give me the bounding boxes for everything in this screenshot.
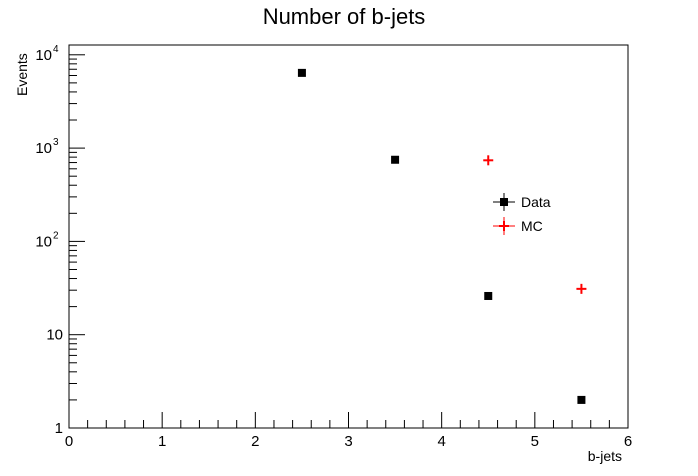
plot-frame <box>68 44 629 429</box>
x-tick-label: 4 <box>437 433 445 450</box>
x-axis-title: b-jets <box>588 448 622 464</box>
y-tick-label: 10 <box>35 233 52 250</box>
chart-title: Number of b-jets <box>263 4 426 29</box>
data-point <box>297 68 306 77</box>
x-tick-label: 0 <box>65 433 73 450</box>
x-tick-label: 1 <box>158 433 166 450</box>
legend-marker-mc <box>499 221 509 231</box>
mc-point <box>576 283 587 294</box>
mc-point <box>483 155 494 166</box>
legend-marker-data <box>500 198 508 206</box>
y-axis-title: Events <box>14 53 30 96</box>
data-point <box>577 395 586 404</box>
y-tick-label: 10 <box>35 140 52 157</box>
y-tick-label: 1 <box>55 420 63 437</box>
x-axis: 0 1 2 3 4 5 6 <box>65 412 632 450</box>
x-tick-label: 6 <box>624 433 632 450</box>
x-tick-label: 2 <box>251 433 259 450</box>
y-tick-exponent: 4 <box>53 44 59 55</box>
y-tick-label: 10 <box>35 47 52 64</box>
legend-entry-data: Data <box>493 193 551 211</box>
y-tick-exponent: 3 <box>53 137 59 148</box>
x-tick-label: 3 <box>344 433 352 450</box>
x-tick-label: 5 <box>531 433 539 450</box>
legend-label-mc: MC <box>521 218 543 234</box>
y-tick-label: 10 <box>46 327 63 344</box>
data-point <box>391 155 400 164</box>
legend-label-data: Data <box>521 194 551 210</box>
legend-entry-mc: MC <box>493 217 543 235</box>
data-point <box>484 291 493 300</box>
y-tick-exponent: 2 <box>53 230 59 241</box>
legend: Data MC <box>493 193 551 235</box>
data-points <box>297 68 587 404</box>
